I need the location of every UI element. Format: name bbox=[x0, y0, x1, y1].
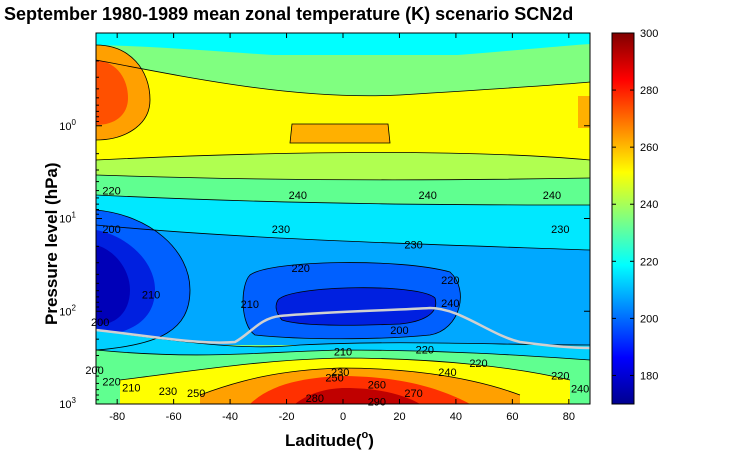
contour-label: 230 bbox=[331, 367, 349, 379]
contour-line bbox=[96, 194, 590, 206]
y-tick-base: 10 bbox=[59, 399, 71, 411]
contour-label: 220 bbox=[416, 345, 434, 357]
colorbar-ticks: 180 200 220 240 260 280 300 bbox=[612, 28, 658, 382]
contour-label: 200 bbox=[85, 365, 103, 377]
x-tick-label: 40 bbox=[450, 411, 462, 423]
x-tick-label: -80 bbox=[109, 411, 125, 423]
contour-label: 270 bbox=[404, 388, 422, 400]
contour-label: 200 bbox=[390, 325, 408, 337]
x-axis-label-close: ) bbox=[368, 431, 374, 450]
y-tick-label: 100 bbox=[59, 118, 76, 133]
chart-title: September 1980-1989 mean zonal temperatu… bbox=[4, 4, 573, 24]
colorbar-tick-label: 300 bbox=[640, 28, 658, 40]
contour-label: 210 bbox=[334, 346, 352, 358]
y-tick-base: 10 bbox=[59, 121, 71, 133]
x-tick-label: -20 bbox=[279, 411, 295, 423]
contour-label: 230 bbox=[272, 224, 290, 236]
contour-label: 200 bbox=[102, 224, 120, 236]
contour-label: 220 bbox=[102, 376, 120, 388]
y-tick-base: 10 bbox=[59, 306, 71, 318]
band-navy-left bbox=[96, 245, 130, 325]
colorbar: 180 200 220 240 260 280 300 bbox=[611, 28, 658, 405]
contour-line bbox=[289, 123, 391, 144]
x-tick-label: 60 bbox=[506, 411, 518, 423]
y-axis-label: Pressure level (hPa) bbox=[42, 162, 61, 325]
y-tick-base: 10 bbox=[59, 214, 71, 226]
contour-label: 240 bbox=[289, 190, 307, 202]
contour-line bbox=[96, 209, 191, 351]
x-tick-label: -60 bbox=[166, 411, 182, 423]
colorbar-fill bbox=[611, 32, 635, 405]
colorbar-tick-label: 260 bbox=[640, 142, 658, 154]
contour-line bbox=[275, 287, 437, 326]
contour-label: 220 bbox=[469, 358, 487, 370]
contour-label: 240 bbox=[441, 298, 459, 310]
y-tick-exponent: 3 bbox=[72, 396, 77, 405]
contour-label: 220 bbox=[291, 263, 309, 275]
tropopause-line bbox=[96, 306, 590, 350]
colorbar-tick-label: 180 bbox=[640, 370, 658, 382]
contour-label: 260 bbox=[368, 380, 386, 392]
y-tick-exponent: 0 bbox=[72, 118, 77, 127]
contour-label: 230 bbox=[159, 386, 177, 398]
contour-line bbox=[96, 224, 590, 251]
colorbar-tick-label: 220 bbox=[640, 256, 658, 268]
contour-label: 280 bbox=[306, 393, 324, 405]
band-orange-equator bbox=[290, 124, 390, 143]
contour-label: 210 bbox=[142, 290, 160, 302]
colorbar-tick-label: 280 bbox=[640, 85, 658, 97]
contour-label: 240 bbox=[438, 367, 456, 379]
contour-label: 290 bbox=[368, 397, 386, 409]
contour-line bbox=[96, 349, 590, 361]
contour-line bbox=[199, 367, 521, 396]
x-tick-label: 0 bbox=[340, 411, 346, 423]
contour-label: 220 bbox=[102, 186, 120, 198]
contour-label: 250 bbox=[325, 373, 343, 385]
band-lower-darkred bbox=[295, 388, 420, 404]
x-tick-label: 20 bbox=[393, 411, 405, 423]
band-darkblue-equator bbox=[276, 287, 436, 326]
contour-label: 220 bbox=[441, 275, 459, 287]
contour-line bbox=[242, 262, 461, 340]
y-tick-label: 102 bbox=[59, 303, 76, 318]
colorbar-tick-label: 200 bbox=[640, 313, 658, 325]
contour-line bbox=[119, 357, 571, 381]
band-orange-right bbox=[578, 96, 590, 128]
contour-label: 240 bbox=[543, 190, 561, 202]
x-axis-label-superscript: o bbox=[362, 429, 369, 441]
y-tick-exponent: 2 bbox=[72, 303, 77, 312]
contour-line bbox=[96, 174, 590, 181]
x-axis: -80 -60 -40 -20 0 20 40 60 80 bbox=[109, 33, 575, 423]
contour-label: 240 bbox=[571, 383, 589, 395]
contour-label: 240 bbox=[419, 190, 437, 202]
contour-line bbox=[96, 152, 590, 161]
contour-label: 210 bbox=[122, 382, 140, 394]
contour-bands bbox=[96, 33, 590, 404]
y-tick-exponent: 1 bbox=[72, 211, 77, 220]
contour-label: 230 bbox=[551, 224, 569, 236]
band-red-topleft bbox=[96, 60, 128, 125]
contour-line bbox=[96, 44, 151, 141]
contour-label: 210 bbox=[241, 299, 259, 311]
x-axis-label: Laditude(o) bbox=[285, 429, 374, 450]
band-yellow-high bbox=[96, 60, 590, 160]
contour-label: 220 bbox=[551, 370, 569, 382]
contour-label: 200 bbox=[91, 317, 109, 329]
y-tick-label: 101 bbox=[59, 211, 76, 226]
x-tick-label: 80 bbox=[563, 411, 575, 423]
y-tick-label: 103 bbox=[59, 396, 76, 411]
x-axis-label-text: Laditude( bbox=[285, 431, 362, 450]
x-tick-label: -40 bbox=[222, 411, 238, 423]
contour-line bbox=[96, 59, 590, 97]
contour-label: 230 bbox=[404, 239, 422, 251]
colorbar-tick-label: 240 bbox=[640, 199, 658, 211]
band-stratosphere-top bbox=[96, 33, 590, 55]
contour-label: 250 bbox=[187, 388, 205, 400]
